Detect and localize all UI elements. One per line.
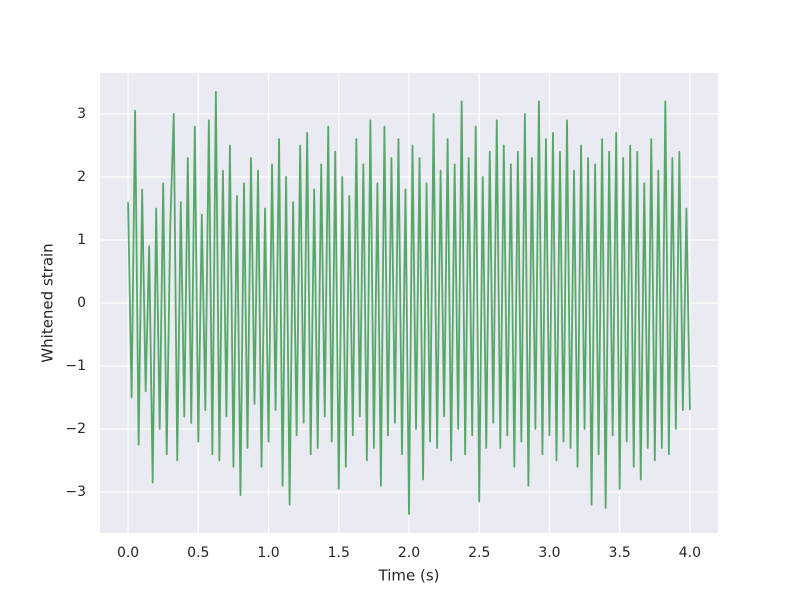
x-tick-label: 3.5 (609, 545, 631, 561)
data (127, 91, 691, 515)
y-tick-label: 2 (77, 169, 86, 185)
x-tick-label: 0.0 (117, 545, 139, 561)
x-tick-label: 1.0 (257, 545, 279, 561)
y-tick-label: 0 (77, 295, 86, 311)
y-tick-label: −3 (65, 484, 86, 500)
y-axis-label: Whitened strain (39, 243, 57, 362)
x-tick-label: 1.5 (328, 545, 350, 561)
y-tick-label: −1 (65, 358, 86, 374)
x-tick-label: 0.5 (187, 545, 209, 561)
y-tick-label: 1 (77, 232, 86, 248)
y-tick-label: 3 (77, 106, 86, 122)
x-tick-label: 2.5 (468, 545, 490, 561)
x-tick-label: 4.0 (679, 545, 701, 561)
x-axis-label: Time (s) (378, 567, 440, 585)
x-tick-label: 3.0 (538, 545, 560, 561)
y-tick-label: −2 (65, 421, 86, 437)
x-tick-label: 2.0 (398, 545, 420, 561)
data-line (127, 91, 691, 515)
